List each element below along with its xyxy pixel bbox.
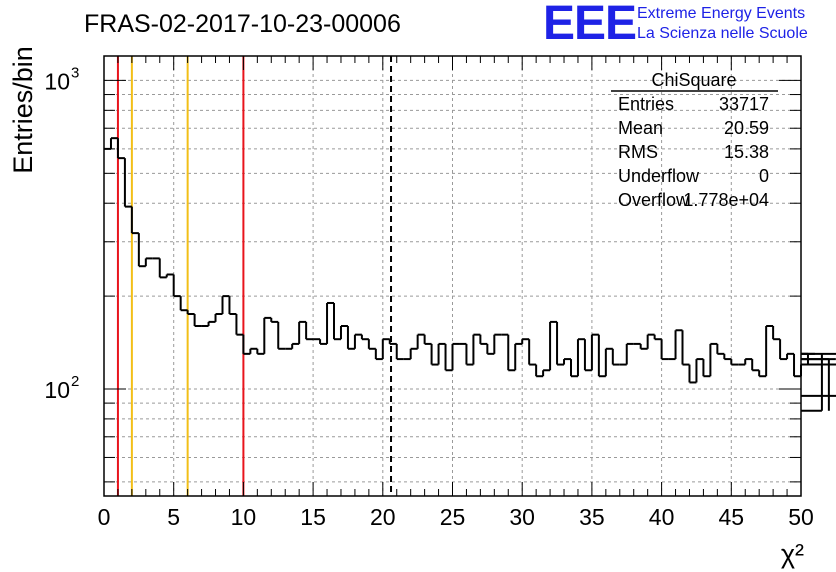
x-tick-label: 30 xyxy=(509,504,535,530)
x-tick-label: 25 xyxy=(440,504,466,530)
y-tick-label-exponent: 2 xyxy=(71,373,79,390)
x-tick-label: 35 xyxy=(579,504,605,530)
stats-row-label: Mean xyxy=(618,118,663,138)
y-tick-label-base: 10 xyxy=(44,68,70,94)
stats-row-value: 0 xyxy=(759,166,769,186)
y-axis-label: Entries/bin xyxy=(8,46,38,174)
logo-line-1: Extreme Energy Events xyxy=(637,5,806,22)
logo-line-2: La Scienza nelle Scuole xyxy=(637,25,808,42)
histogram-bars xyxy=(104,137,836,412)
x-tick-label: 50 xyxy=(788,504,814,530)
x-tick-label: 20 xyxy=(370,504,396,530)
y-tick-label-exponent: 3 xyxy=(71,64,79,81)
stats-row-value: 1.778e+04 xyxy=(683,190,769,210)
stats-box: ChiSquare Entries 33717 Mean 20.59 RMS 15.38 Un… xyxy=(611,70,778,210)
marker-lines xyxy=(116,56,393,496)
stats-row-label: Overflow xyxy=(618,190,690,210)
grid-lines xyxy=(104,56,801,496)
stats-row-value: 15.38 xyxy=(724,142,769,162)
x-tick-label: 45 xyxy=(719,504,745,530)
x-tick-label: 5 xyxy=(167,504,180,530)
x-tick-label: 40 xyxy=(649,504,675,530)
stats-row-value: 33717 xyxy=(719,94,769,114)
stats-row-label: Entries xyxy=(618,94,674,114)
x-axis-label: χ² xyxy=(781,539,804,569)
stats-box-name: ChiSquare xyxy=(651,70,736,90)
axes xyxy=(103,55,802,497)
x-tick-label: 0 xyxy=(98,504,111,530)
stats-row-label: Underflow xyxy=(618,166,700,186)
stats-row-value: 20.59 xyxy=(724,118,769,138)
eee-logo: EEE xyxy=(543,0,637,50)
y-tick-label-base: 10 xyxy=(44,377,70,403)
stats-row-label: RMS xyxy=(618,142,658,162)
x-tick-label: 10 xyxy=(231,504,257,530)
x-tick-label: 15 xyxy=(300,504,326,530)
chart-title: FRAS-02-2017-10-23-00006 xyxy=(84,10,401,38)
